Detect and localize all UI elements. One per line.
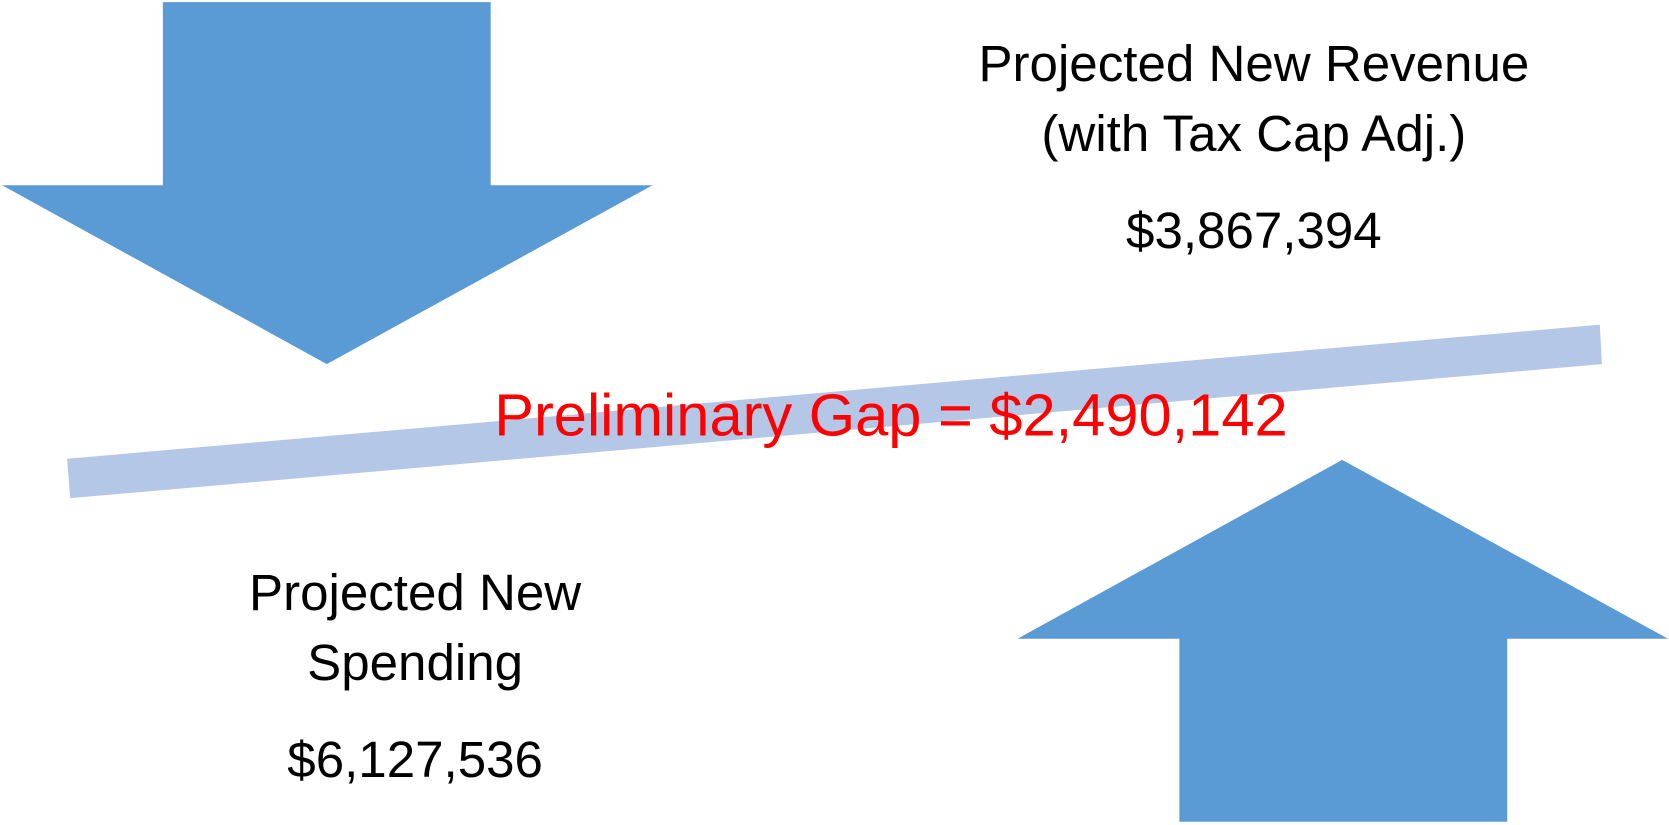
revenue-label: (with Tax Cap Adj.) [1041,105,1466,162]
up-arrow [1017,459,1668,822]
balance-bar [67,324,1602,499]
revenue-amount: $3,867,394 [1126,202,1382,259]
spending-label: Spending [307,634,523,691]
spending-label: Projected New [249,564,582,621]
revenue-label: Projected New Revenue [978,35,1529,92]
gap-label: Preliminary Gap = $2,490,142 [494,381,1287,448]
down-arrow [2,2,653,365]
spending-amount: $6,127,536 [287,731,543,788]
